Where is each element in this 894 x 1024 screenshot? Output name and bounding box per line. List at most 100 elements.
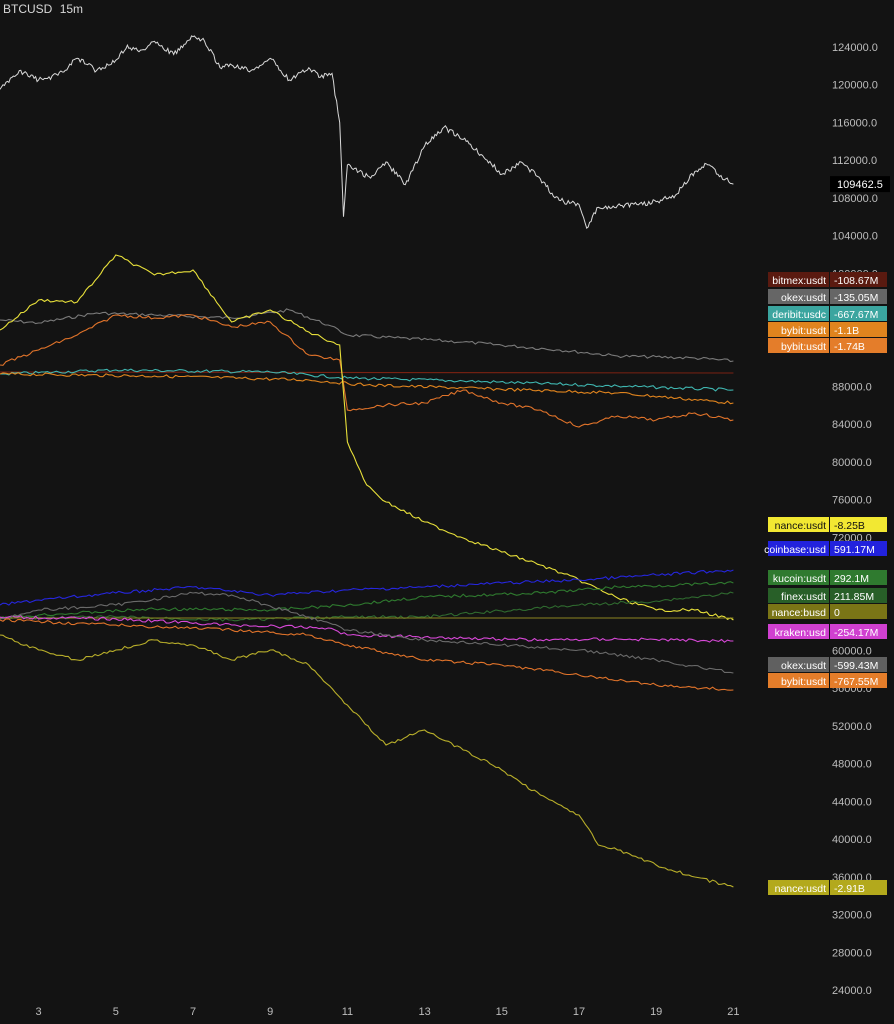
series-name-box	[768, 272, 829, 287]
cvd-series-line	[0, 591, 734, 622]
cvd-series-tag: bitmex:usdt -108.67M	[768, 272, 887, 287]
price-tick-label: 52000.0	[832, 721, 872, 733]
cvd-series-line	[0, 618, 734, 691]
price-tick-label: 44000.0	[832, 796, 872, 808]
series-value-text: -767.55M	[834, 676, 878, 688]
series-value-text: 591.17M	[834, 544, 875, 556]
price-tick-label: 24000.0	[832, 985, 872, 997]
series-name-text: nance:usdt	[775, 883, 826, 895]
time-tick-label: 3	[36, 1006, 42, 1018]
price-series-line	[0, 35, 734, 229]
time-tick-label: 13	[418, 1006, 430, 1018]
series-value-box	[830, 880, 887, 895]
time-tick-label: 11	[342, 1006, 353, 1018]
series-value-box	[830, 624, 887, 639]
series-name-box	[768, 322, 829, 337]
series-name-box	[768, 570, 829, 585]
price-tick-label: 112000.0	[832, 155, 877, 167]
time-axis[interactable]: 3 5 7 9 11 13 15 17 19 21	[36, 1006, 740, 1018]
series-name-text: nance:usdt	[775, 520, 826, 532]
series-value-text: -599.43M	[834, 660, 878, 672]
cvd-series-line	[0, 368, 734, 392]
cvd-series-tag: bybit:usdt -767.55M	[768, 673, 887, 688]
series-name-box	[768, 541, 829, 556]
series-value-box	[830, 322, 887, 337]
cvd-series-tag: nance:usdt -8.25B	[768, 517, 887, 532]
symbol-label[interactable]: BTCUSD 15m	[3, 2, 83, 16]
series-name-box	[768, 624, 829, 639]
price-tick-label: 60000.0	[832, 646, 872, 658]
series-value-box	[830, 541, 887, 556]
price-tick-label: 28000.0	[832, 947, 872, 959]
series-name-text: bybit:usdt	[781, 341, 826, 353]
price-tick-label: 104000.0	[832, 231, 878, 243]
series-name-text: finex:usdt	[781, 591, 826, 603]
symbol-text: BTCUSD	[3, 2, 53, 16]
series-name-box	[768, 306, 829, 321]
series-value-box	[830, 604, 887, 619]
series-name-text: bybit:usdt	[781, 325, 826, 337]
series-value-box	[830, 306, 887, 321]
price-tick-label: 88000.0	[832, 381, 872, 393]
time-tick-label: 5	[113, 1006, 119, 1018]
last-price-text: 109462.5	[837, 179, 883, 191]
series-value-box	[830, 673, 887, 688]
series-name-text: kucoin:usdt	[773, 573, 826, 585]
series-value-text: -8.25B	[834, 520, 865, 532]
series-value-text: 292.1M	[834, 573, 869, 585]
cvd-series-tag: finex:usdt 211.85M	[768, 588, 887, 603]
cvd-series-line	[0, 308, 734, 363]
price-tick-label: 76000.0	[832, 495, 872, 507]
cvd-series-tag: nance:usdt -2.91B	[768, 880, 887, 895]
cvd-series-tag: kraken:usd -254.17M	[768, 624, 887, 639]
price-tick-label: 108000.0	[832, 193, 878, 205]
cvd-series-line	[0, 313, 734, 428]
series-name-box	[768, 588, 829, 603]
series-value-text: -2.91B	[834, 883, 865, 895]
cvd-series-line	[0, 581, 734, 620]
cvd-series-line	[0, 569, 734, 606]
cvd-series-line	[0, 615, 734, 643]
series-name-box	[768, 338, 829, 353]
cvd-series-tag: kucoin:usdt 292.1M	[768, 570, 887, 585]
series-value-text: -1.74B	[834, 341, 865, 353]
series-value-text: 211.85M	[834, 591, 874, 603]
series-value-text: -108.67M	[834, 275, 878, 287]
series-name-text: nance:busd	[772, 607, 826, 619]
series-value-text: -135.05M	[834, 292, 878, 304]
series-name-box	[768, 673, 829, 688]
series-value-text: -1.1B	[834, 325, 859, 337]
cvd-series-tag: okex:usdt -135.05M	[768, 289, 887, 304]
time-tick-label: 19	[650, 1006, 662, 1018]
series-name-box	[768, 517, 829, 532]
series-name-text: okex:usdt	[781, 660, 826, 672]
series-name-box	[768, 604, 829, 619]
cvd-series-line	[0, 254, 734, 621]
cvd-series-tag: bybit:usdt -1.1B	[768, 322, 887, 337]
series-name-box	[768, 880, 829, 895]
series-value-box	[830, 338, 887, 353]
cvd-series-tag: okex:usdt -599.43M	[768, 657, 887, 672]
cvd-series-line	[0, 371, 734, 374]
cvd-series-line	[0, 372, 734, 405]
time-tick-label: 21	[727, 1006, 739, 1018]
labels-layer: bitmex:usdt -108.67M okex:usdt -135.05M deri…	[764, 176, 890, 895]
interval-text: 15m	[59, 2, 84, 16]
series-value-text: 0	[834, 607, 840, 619]
series-value-box	[830, 517, 887, 532]
cvd-series-line	[0, 591, 734, 674]
price-tick-label: 32000.0	[832, 910, 872, 922]
price-tick-label: 116000.0	[832, 117, 877, 129]
series-value-text: -667.67M	[834, 309, 878, 321]
series-value-box	[830, 272, 887, 287]
cvd-series-tag: bybit:usdt -1.74B	[768, 338, 887, 353]
series-name-text: deribit:usdc	[772, 309, 826, 321]
series-name-text: bybit:usdt	[781, 676, 826, 688]
time-tick-label: 17	[573, 1006, 585, 1018]
series-value-box	[830, 657, 887, 672]
cvd-series-tag: deribit:usdc -667.67M	[768, 306, 887, 321]
series-layer	[0, 35, 734, 888]
series-value-box	[830, 588, 887, 603]
